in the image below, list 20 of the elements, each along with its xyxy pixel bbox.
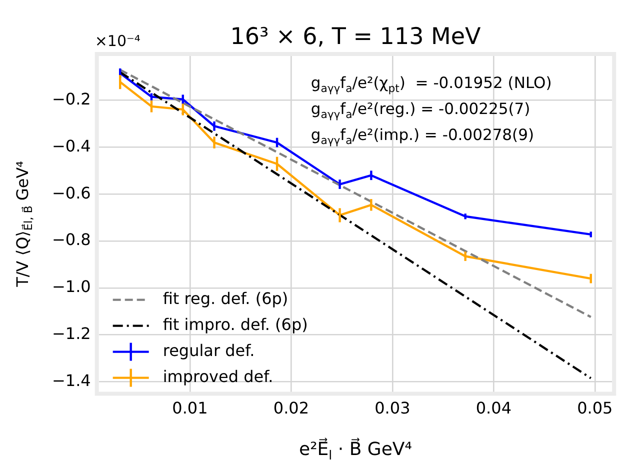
x-tick-label: 0.03 — [374, 398, 410, 418]
y-tick-label: −1.0 — [52, 277, 91, 296]
y-tick-label: −0.2 — [52, 89, 91, 108]
y-tick-label: −1.4 — [52, 370, 91, 390]
legend-label: fit impro. def. (6p) — [162, 314, 308, 334]
line-series — [119, 68, 592, 318]
y-axis-title: T/V ⟨Q⟩E⃗l, B⃗ GeV⁴ — [13, 160, 35, 288]
legend-label: fit reg. def. (6p) — [162, 288, 288, 308]
y-tick-label: −0.6 — [52, 183, 91, 202]
text: ×10⁻⁴ — [94, 32, 140, 50]
x-tick-label: 0.05 — [577, 398, 613, 418]
legend-label: improved def. — [162, 366, 274, 386]
y-tick-label: −0.8 — [52, 230, 91, 250]
y-tick-label: −0.4 — [52, 136, 91, 156]
x-tick-label: 0.02 — [273, 398, 310, 418]
x-tick-label: 0.04 — [476, 398, 512, 418]
y-tick-label: −1.2 — [52, 324, 91, 343]
chart-title: 16³ × 6, T = 113 MeV — [230, 24, 482, 50]
legend-label: regular def. — [162, 340, 255, 360]
x-tick-label: 0.01 — [172, 398, 208, 418]
